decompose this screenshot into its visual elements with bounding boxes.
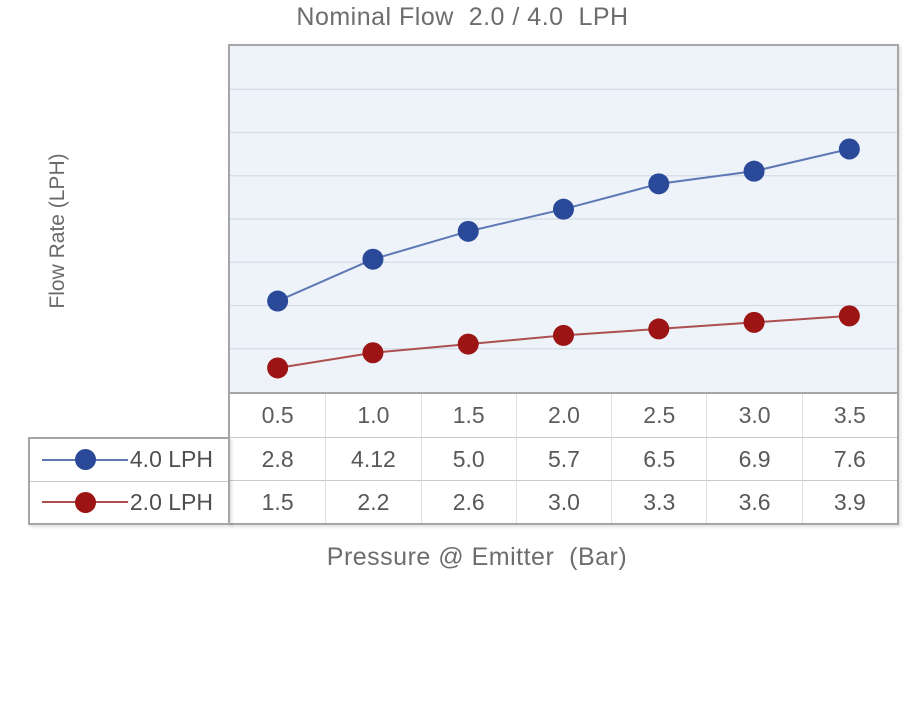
data-point-4-0-lph-1.5: [457, 220, 479, 242]
data-point-2-0-lph-3.5: [838, 305, 860, 327]
flow-value-cell: 3.9: [801, 480, 897, 523]
legend-row-4lph: 4.0 LPH: [30, 439, 228, 481]
series-dot-icon: [74, 491, 96, 513]
chart-plot: [230, 88, 897, 379]
data-point-2-0-lph-0.5: [267, 357, 289, 379]
flow-value-cell: 2.2: [325, 480, 421, 523]
data-point-2-0-lph-2.5: [648, 318, 670, 340]
flow-value-cell: 1.5: [230, 480, 326, 523]
x-axis-label: Pressure @ Emitter (Bar): [326, 543, 628, 571]
data-point-2-0-lph-1.0: [362, 342, 384, 364]
pressure-header-cell: 1.0: [325, 394, 420, 437]
flow-value-cell: 6.5: [611, 437, 707, 480]
data-point-2-0-lph-2.0: [553, 324, 574, 346]
data-point-2-0-lph-3.0: [743, 311, 765, 333]
flow-value-cell: 3.3: [611, 480, 707, 523]
flow-value-cell: 3.6: [706, 480, 802, 523]
legend: 4.0 LPH 2.0 LPH: [28, 437, 230, 525]
legend-marker-2lph: [42, 482, 128, 524]
chart-title: Nominal Flow 2.0 / 4.0 LPH: [296, 3, 629, 31]
flow-value-cell: 7.6: [801, 437, 897, 480]
flow-value-cell: 5.0: [420, 437, 516, 480]
flow-value-cell: 6.9: [706, 437, 802, 480]
legend-marker-4lph: [42, 439, 128, 481]
series-dot-icon: [74, 449, 96, 471]
legend-label-4lph: 4.0 LPH: [129, 446, 213, 473]
pressure-header-cell: 1.5: [420, 394, 516, 437]
pressure-header-cell: 3.5: [801, 394, 897, 437]
flow-value-cell: 3.0: [515, 480, 612, 523]
pressure-header-cell: 2.0: [515, 394, 611, 437]
flow-value-cell: 2.6: [420, 480, 516, 523]
flow-value-cell: 2.8: [230, 437, 326, 480]
data-point-4-0-lph-3.5: [838, 138, 860, 160]
data-point-4-0-lph-1.0: [362, 248, 384, 270]
legend-label-2lph: 2.0 LPH: [129, 488, 213, 515]
flow-value-cell: 5.7: [515, 437, 612, 480]
y-axis-label: Flow Rate (LPH): [46, 153, 69, 309]
legend-row-2lph: 2.0 LPH: [30, 480, 228, 524]
pressure-header-cell: 3.0: [706, 394, 801, 437]
data-point-4-0-lph-3.0: [743, 160, 765, 182]
data-point-2-0-lph-1.5: [457, 333, 479, 355]
data-point-4-0-lph-2.0: [553, 198, 574, 220]
pressure-header-cell: 2.5: [611, 394, 706, 437]
data-point-4-0-lph-2.5: [648, 173, 670, 195]
plot-area: [228, 44, 899, 394]
data-point-4-0-lph-0.5: [267, 290, 289, 312]
pressure-header-cell: 0.5: [261, 402, 294, 428]
data-table: 0.5 1.0 1.5 2.0 2.5 3.0 3.5 2.8 4.12 5.0 5.7 6.5 6.9…: [228, 394, 899, 525]
flow-value-cell: 4.12: [325, 437, 421, 480]
